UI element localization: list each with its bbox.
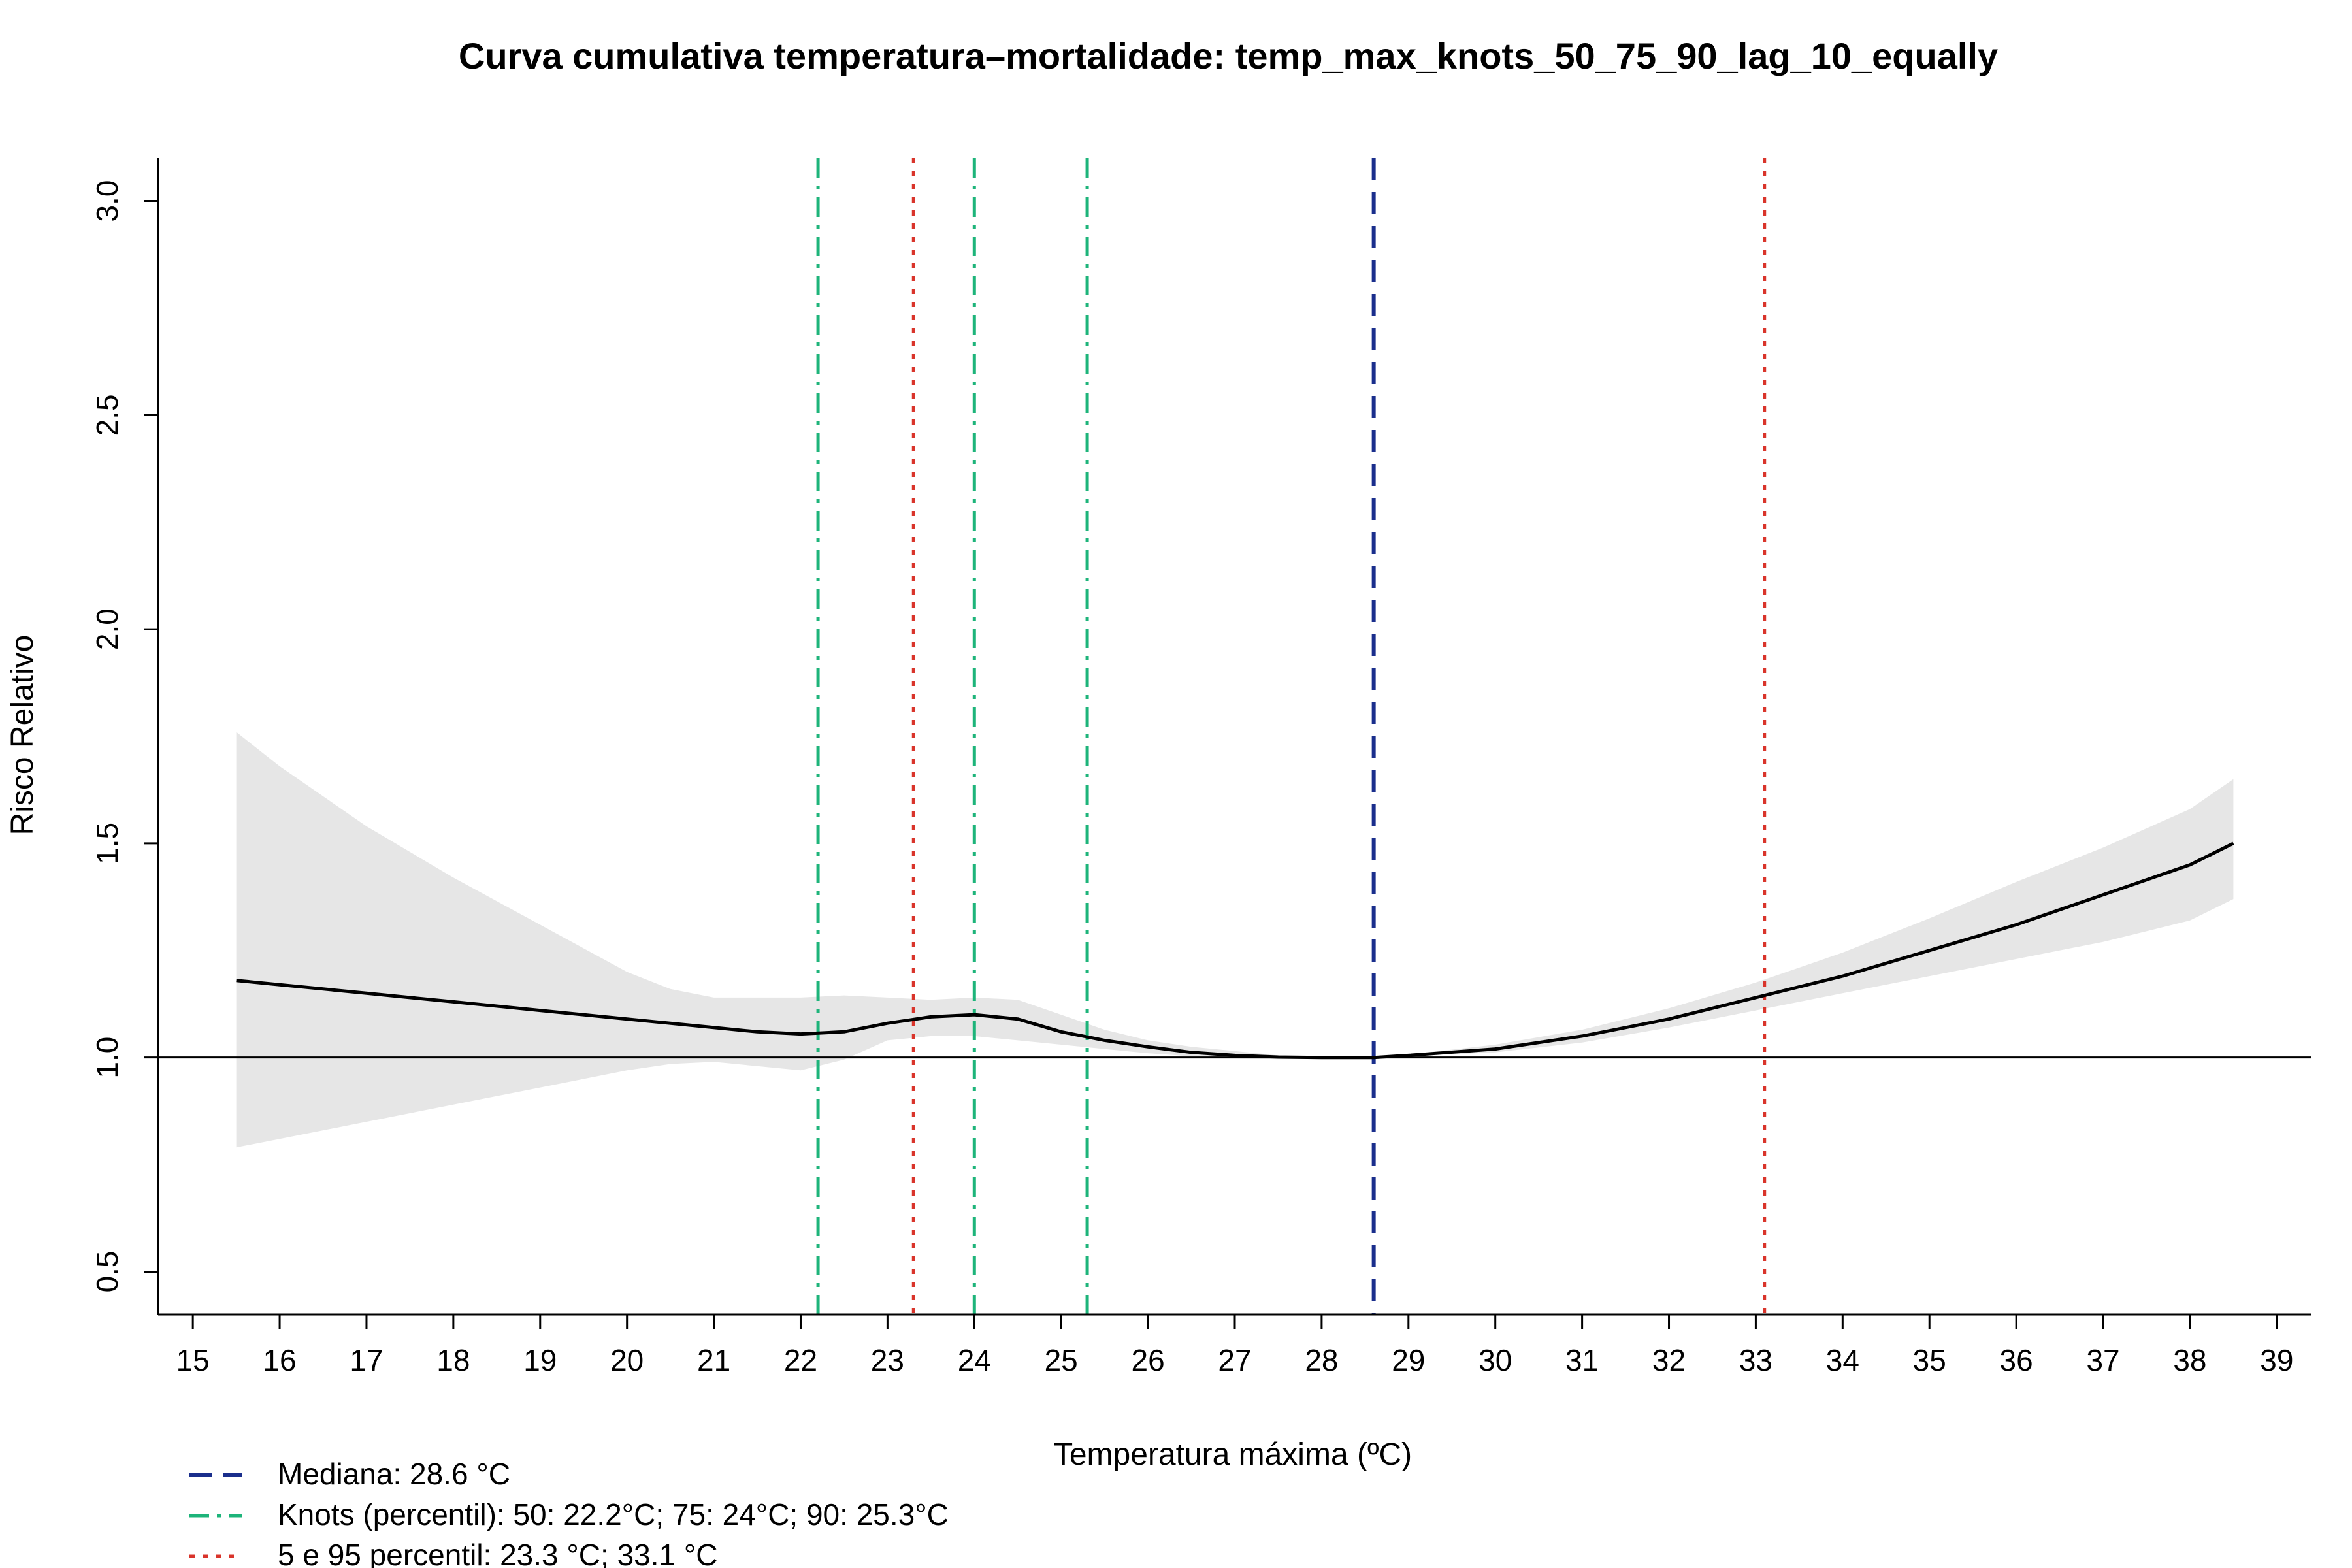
legend: Mediana: 28.6 °C Knots (percentil): 50: 2… bbox=[189, 1457, 949, 1568]
x-tick-label: 32 bbox=[1652, 1343, 1686, 1377]
legend-label: Mediana: 28.6 °C bbox=[278, 1457, 510, 1491]
y-tick-label: 1.0 bbox=[90, 1037, 124, 1079]
x-tick-label: 22 bbox=[784, 1343, 817, 1377]
x-tick-label: 26 bbox=[1132, 1343, 1165, 1377]
y-tick-label: 3.0 bbox=[90, 180, 124, 222]
x-tick-label: 31 bbox=[1565, 1343, 1599, 1377]
x-tick-label: 33 bbox=[1739, 1343, 1772, 1377]
x-tick-label: 15 bbox=[176, 1343, 210, 1377]
x-tick-label: 24 bbox=[958, 1343, 991, 1377]
legend-item: Mediana: 28.6 °C bbox=[189, 1457, 510, 1491]
chart-title: Curva cumulativa temperatura–mortalidade… bbox=[459, 35, 1998, 76]
x-tick-label: 36 bbox=[2000, 1343, 2033, 1377]
x-tick-label: 20 bbox=[610, 1343, 644, 1377]
confidence-band bbox=[236, 732, 2234, 1148]
x-tick-label: 17 bbox=[350, 1343, 383, 1377]
x-tick-label: 19 bbox=[523, 1343, 557, 1377]
reference-lines-layer bbox=[816, 158, 1767, 1315]
x-tick-label: 30 bbox=[1478, 1343, 1512, 1377]
x-axis-label: Temperatura máxima (ºC) bbox=[1054, 1437, 1412, 1472]
x-tick-label: 28 bbox=[1305, 1343, 1338, 1377]
x-tick-label: 34 bbox=[1826, 1343, 1859, 1377]
axes-layer: 15 16 17 18 19 20 21 22 23 24 25 26 27 28 29 30 31 32 33 34… bbox=[90, 158, 2311, 1377]
confidence-band-layer bbox=[236, 732, 2234, 1148]
x-tick-label: 16 bbox=[263, 1343, 296, 1377]
y-tick-label: 2.5 bbox=[90, 394, 124, 436]
x-tick-label: 25 bbox=[1045, 1343, 1078, 1377]
legend-item: 5 e 95 percentil: 23.3 °C; 33.1 °C bbox=[189, 1538, 718, 1568]
x-tick-label: 18 bbox=[436, 1343, 470, 1377]
legend-item: Knots (percentil): 50: 22.2°C; 75: 24°C;… bbox=[189, 1497, 949, 1531]
x-tick-label: 27 bbox=[1218, 1343, 1251, 1377]
legend-label: 5 e 95 percentil: 23.3 °C; 33.1 °C bbox=[278, 1538, 718, 1568]
x-tick-label: 29 bbox=[1392, 1343, 1425, 1377]
y-tick-label: 0.5 bbox=[90, 1250, 124, 1292]
x-tick-label: 37 bbox=[2086, 1343, 2119, 1377]
x-tick-label: 23 bbox=[871, 1343, 904, 1377]
y-tick-label: 1.5 bbox=[90, 823, 124, 864]
y-axis-label: Risco Relativo bbox=[5, 635, 40, 836]
x-tick-label: 38 bbox=[2173, 1343, 2206, 1377]
legend-label: Knots (percentil): 50: 22.2°C; 75: 24°C;… bbox=[278, 1497, 949, 1531]
x-tick-label: 35 bbox=[1913, 1343, 1946, 1377]
relative-risk-curve bbox=[236, 841, 2234, 1060]
x-tick-label: 39 bbox=[2260, 1343, 2293, 1377]
curve-layer bbox=[158, 841, 2311, 1060]
y-tick-label: 2.0 bbox=[90, 608, 124, 650]
x-tick-label: 21 bbox=[697, 1343, 730, 1377]
